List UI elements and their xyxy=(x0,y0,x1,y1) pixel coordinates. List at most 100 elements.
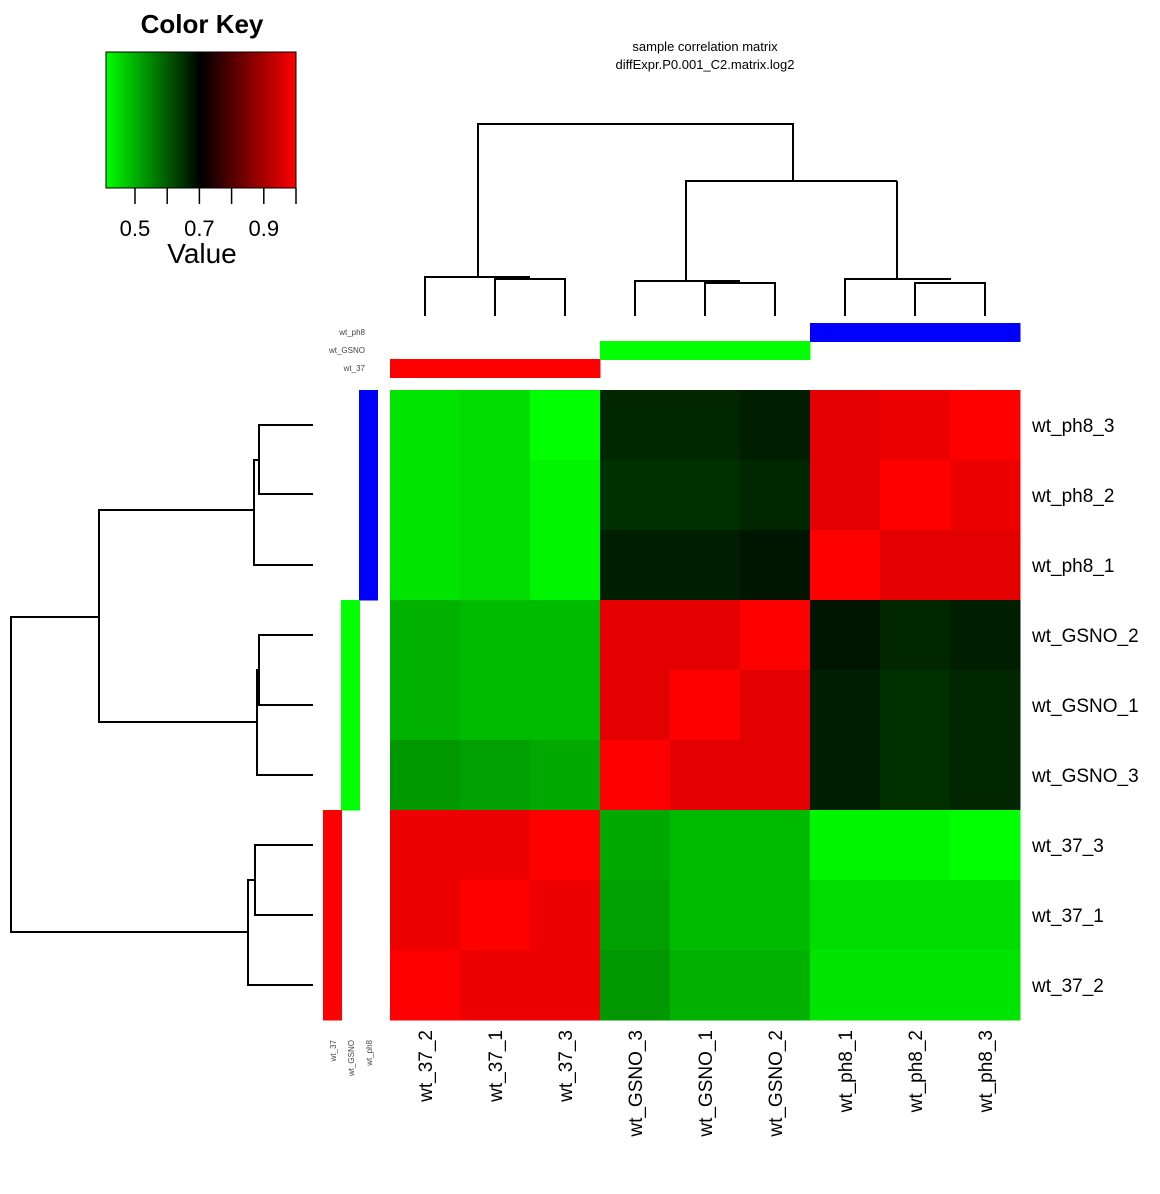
row-label: wt_GSNO_2 xyxy=(1031,626,1139,647)
heatmap-cell xyxy=(810,670,881,741)
heatmap-cell xyxy=(950,530,1021,601)
heatmap-cell xyxy=(670,810,741,881)
heatmap-cell xyxy=(810,880,881,951)
column-side-color xyxy=(600,341,671,360)
column-side-color xyxy=(460,359,531,378)
heatmap-cell xyxy=(530,880,601,951)
heatmap-cell xyxy=(670,950,741,1021)
row-label: wt_ph8_3 xyxy=(1031,416,1114,437)
heatmap-cell xyxy=(460,950,531,1021)
heatmap-cell xyxy=(670,460,741,531)
row-side-label: wt_GSNO xyxy=(347,1040,356,1077)
column-label: wt_37_2 xyxy=(416,1030,437,1103)
column-label: wt_37_1 xyxy=(486,1030,507,1103)
row-label: wt_GSNO_3 xyxy=(1031,766,1139,787)
heatmap-cell xyxy=(950,460,1021,531)
heatmap-cell xyxy=(670,670,741,741)
column-label: wt_ph8_1 xyxy=(836,1030,857,1113)
column-label: wt_GSNO_3 xyxy=(626,1030,647,1138)
heatmap-cell xyxy=(950,740,1021,811)
column-side-label: wt_37 xyxy=(343,364,366,373)
heatmap-cell xyxy=(390,670,461,741)
color-key-tick-label: 0.7 xyxy=(184,216,215,241)
heatmap-cell xyxy=(530,530,601,601)
color-key-gradient xyxy=(105,51,297,189)
row-label: wt_ph8_1 xyxy=(1031,556,1114,577)
column-label: wt_GSNO_1 xyxy=(696,1030,717,1138)
heatmap-cell xyxy=(390,950,461,1021)
heatmap-cell xyxy=(950,880,1021,951)
heatmap-cell xyxy=(950,950,1021,1021)
heatmap-cell xyxy=(600,600,671,671)
heatmap-cell xyxy=(390,880,461,951)
heatmap-cell xyxy=(740,600,811,671)
row-side-color xyxy=(341,600,360,671)
column-side-label: wt_ph8 xyxy=(338,328,365,337)
heatmap-cell xyxy=(670,600,741,671)
heatmap-cell xyxy=(460,600,531,671)
heatmap-cell xyxy=(950,600,1021,671)
heatmap-cell xyxy=(880,950,951,1021)
heatmap-cell xyxy=(390,390,461,461)
color-key-tick-label: 0.5 xyxy=(120,216,151,241)
row-dendrogram xyxy=(10,424,313,986)
row-side-labels: wt_37 wt_GSNO wt_ph8 xyxy=(329,1039,374,1077)
row-side-color xyxy=(341,670,360,741)
heatmap-cell xyxy=(880,390,951,461)
heatmap-cell xyxy=(600,740,671,811)
heatmap-cell xyxy=(530,460,601,531)
heatmap-cell xyxy=(530,670,601,741)
heatmap-cell xyxy=(810,390,881,461)
heatmap-cell xyxy=(950,670,1021,741)
heatmap-cell xyxy=(670,740,741,811)
row-label: wt_GSNO_1 xyxy=(1031,696,1139,717)
heatmap-cell xyxy=(600,950,671,1021)
row-side-color xyxy=(323,950,342,1021)
column-side-color xyxy=(670,341,741,360)
heatmap-cell xyxy=(810,740,881,811)
heatmap-cell xyxy=(530,950,601,1021)
heatmap-cell xyxy=(530,600,601,671)
heatmap-cell xyxy=(740,530,811,601)
heatmap-cell xyxy=(600,530,671,601)
heatmap-cell xyxy=(390,740,461,811)
column-label: wt_37_3 xyxy=(556,1030,577,1103)
color-key-axis: 0.5 0.7 0.9 xyxy=(120,188,297,241)
column-side-color xyxy=(530,359,601,378)
heatmap-cell xyxy=(880,810,951,881)
column-side-label: wt_GSNO xyxy=(328,346,365,355)
heatmap-cell xyxy=(530,810,601,881)
heatmap-cell xyxy=(390,810,461,881)
heatmap-cell xyxy=(600,810,671,881)
heatmap-cell xyxy=(600,460,671,531)
column-label: wt_ph8_2 xyxy=(906,1030,927,1113)
row-side-colors xyxy=(323,390,378,1021)
column-side-colors xyxy=(390,323,1021,378)
heatmap-cell xyxy=(740,880,811,951)
heatmap-cell xyxy=(530,390,601,461)
heatmap-cell xyxy=(740,460,811,531)
row-side-color xyxy=(359,390,378,461)
heatmap-cell xyxy=(880,460,951,531)
heatmap-cell xyxy=(460,460,531,531)
heatmap-cell xyxy=(880,600,951,671)
column-label: wt_ph8_3 xyxy=(976,1030,997,1113)
column-label: wt_GSNO_2 xyxy=(766,1030,787,1138)
heatmap-cell xyxy=(460,810,531,881)
row-side-color xyxy=(323,880,342,951)
heatmap-cell xyxy=(740,810,811,881)
heatmap-cell xyxy=(460,670,531,741)
heatmap-cell xyxy=(810,530,881,601)
heatmap-cell xyxy=(880,670,951,741)
heatmap-cell xyxy=(390,460,461,531)
heatmap-cell xyxy=(670,390,741,461)
heatmap-cell xyxy=(810,460,881,531)
heatmap-cell xyxy=(880,880,951,951)
column-side-color xyxy=(880,323,951,342)
heatmap-cell xyxy=(600,880,671,951)
heatmap-cell xyxy=(460,880,531,951)
column-side-color xyxy=(390,359,461,378)
heatmap-cell xyxy=(740,670,811,741)
heatmap-cell xyxy=(530,740,601,811)
heatmap-cell xyxy=(600,670,671,741)
